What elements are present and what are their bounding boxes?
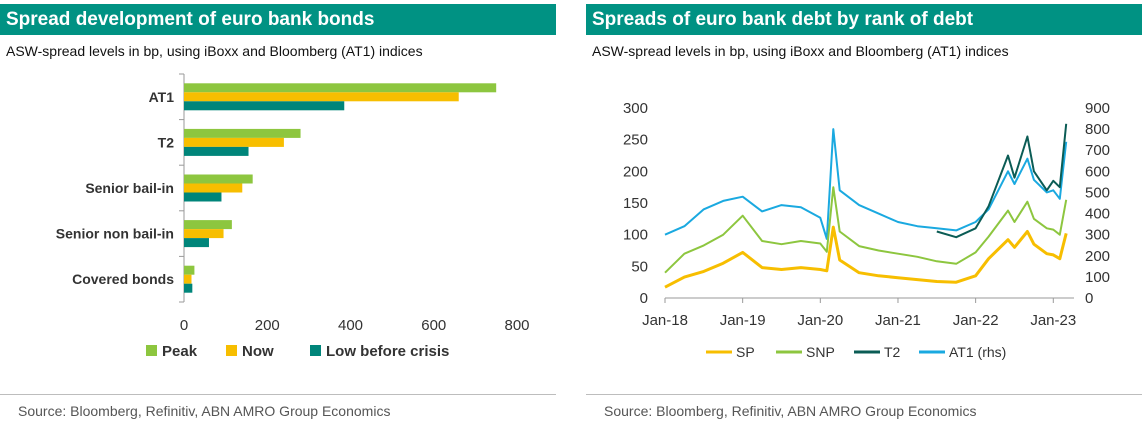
- y-tick-label: 0: [640, 290, 648, 307]
- y-tick-label: 300: [623, 100, 648, 117]
- bar-low-before-crisis: [184, 146, 249, 156]
- legend-swatch: [310, 345, 321, 356]
- bar-peak: [184, 265, 195, 275]
- bar-peak: [184, 174, 253, 184]
- y-tick-label: 150: [623, 195, 648, 212]
- bar-low-before-crisis: [184, 283, 193, 293]
- bar-low-before-crisis: [184, 101, 345, 111]
- right-chart-title: Spreads of euro bank debt by rank of deb…: [586, 4, 1142, 35]
- right-source: Source: Bloomberg, Refinitiv, ABN AMRO G…: [604, 403, 977, 419]
- legend-label: SNP: [806, 344, 835, 360]
- x-tick-label: Jan-22: [953, 312, 999, 329]
- y2-tick-label: 0: [1085, 290, 1093, 307]
- y-tick-label: 100: [623, 227, 648, 244]
- left-chart-panel: Spread development of euro bank bonds AS…: [0, 0, 556, 429]
- bar-peak: [184, 220, 232, 230]
- category-label: Senior bail-in: [85, 180, 174, 196]
- legend-label: Now: [242, 343, 274, 360]
- left-source: Source: Bloomberg, Refinitiv, ABN AMRO G…: [18, 403, 391, 419]
- x-tick-label: 200: [255, 317, 280, 334]
- legend-swatch: [146, 345, 157, 356]
- y2-tick-label: 500: [1085, 184, 1110, 201]
- right-chart-subtitle: ASW-spread levels in bp, using iBoxx and…: [592, 43, 1009, 59]
- x-tick-label: Jan-21: [875, 312, 921, 329]
- legend-label: SP: [736, 344, 755, 360]
- x-tick-label: 600: [421, 317, 446, 334]
- bar-now: [184, 274, 192, 284]
- y-tick-label: 250: [623, 132, 648, 149]
- legend-label: Peak: [162, 343, 198, 360]
- category-label: Senior non bail-in: [56, 226, 174, 242]
- right-chart-panel: Spreads of euro bank debt by rank of deb…: [586, 0, 1142, 429]
- series-line-snp: [664, 186, 1068, 274]
- x-tick-label: Jan-18: [642, 312, 688, 329]
- legend-label: AT1 (rhs): [949, 344, 1006, 360]
- bar-now: [184, 92, 459, 102]
- bar-now: [184, 229, 224, 239]
- y2-tick-label: 700: [1085, 142, 1110, 159]
- x-tick-label: 400: [338, 317, 363, 334]
- x-tick-label: Jan-19: [720, 312, 766, 329]
- x-tick-label: Jan-23: [1030, 312, 1076, 329]
- bar-now: [184, 137, 284, 147]
- bar-low-before-crisis: [184, 238, 209, 248]
- y-tick-label: 50: [631, 258, 648, 275]
- category-label: Covered bonds: [72, 271, 174, 287]
- bar-low-before-crisis: [184, 192, 222, 202]
- series-line-t2: [936, 123, 1068, 239]
- y2-tick-label: 900: [1085, 100, 1110, 117]
- left-chart-title: Spread development of euro bank bonds: [0, 4, 556, 35]
- y2-tick-label: 100: [1085, 269, 1110, 286]
- bar-chart: AT1 T2 Senior bail-in Senior non bail-in Cov…: [56, 73, 530, 360]
- y2-tick-label: 600: [1085, 163, 1110, 180]
- right-divider: [586, 394, 1142, 395]
- x-tick-label: Jan-20: [797, 312, 843, 329]
- x-tick-label: 800: [504, 317, 529, 334]
- y2-tick-label: 200: [1085, 248, 1110, 265]
- y2-tick-label: 800: [1085, 121, 1110, 138]
- legend-label: Low before crisis: [326, 343, 449, 360]
- bar-now: [184, 183, 243, 193]
- left-divider: [0, 394, 556, 395]
- line-chart: 0 50 100 150 200 250 300 0 100 200 300 400 500 600 700…: [623, 100, 1110, 360]
- y-tick-label: 200: [623, 163, 648, 180]
- category-label: T2: [158, 134, 175, 150]
- series-line-at1-rhs: [664, 128, 1068, 240]
- bar-peak: [184, 128, 301, 138]
- left-chart-subtitle: ASW-spread levels in bp, using iBoxx and…: [6, 43, 423, 59]
- x-tick-label: 0: [180, 317, 188, 334]
- legend-label: T2: [884, 344, 901, 360]
- series-line-sp: [664, 225, 1068, 289]
- category-label: AT1: [149, 89, 175, 105]
- bar-peak: [184, 83, 497, 93]
- y2-tick-label: 400: [1085, 206, 1110, 223]
- y2-tick-label: 300: [1085, 227, 1110, 244]
- legend-swatch: [226, 345, 237, 356]
